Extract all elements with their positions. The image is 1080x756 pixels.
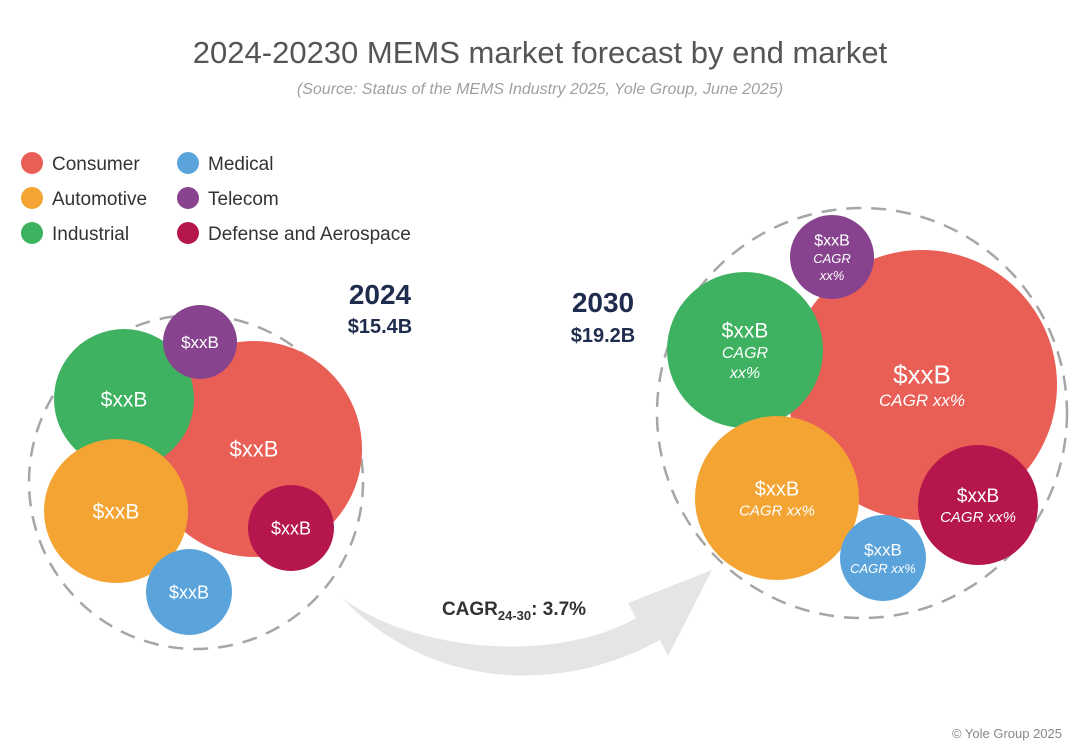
legend-swatch-automotive — [21, 187, 43, 209]
total-2030: $19.2B — [571, 325, 636, 347]
growth-arrow — [342, 570, 712, 676]
bubble-2024-telecom-value: $xxB — [181, 333, 219, 352]
copyright: © Yole Group 2025 — [952, 726, 1062, 741]
bubble-2030-automotive — [695, 416, 859, 580]
bubble-2030-defense-and-aerospace — [918, 445, 1038, 565]
bubble-2030-industrial-cagr-2: xx% — [729, 365, 760, 382]
bubble-2024-industrial — [54, 329, 194, 469]
year-2024: 2024 — [349, 279, 412, 310]
year-2030: 2030 — [572, 287, 634, 318]
legend: Consumer Automotive Industrial Medical Telec… — [21, 152, 411, 245]
bubble-2024-medical — [146, 549, 232, 635]
bubble-2030-industrial — [667, 272, 823, 428]
legend-label-telecom: Telecom — [208, 189, 279, 210]
bubble-2030-defense-and-aerospace-cagr-1: CAGR xx% — [940, 509, 1016, 526]
bubble-2024-medical-value: $xxB — [169, 582, 209, 602]
legend-swatch-defense-and-aerospace — [177, 222, 199, 244]
bubble-2030-defense-and-aerospace-value: $xxB — [957, 486, 999, 507]
legend-label-consumer: Consumer — [52, 154, 140, 175]
bubble-2024-defense-and-aerospace-value: $xxB — [271, 518, 311, 538]
bubble-2024-consumer-value: $xxB — [230, 437, 279, 462]
bubble-2030-consumer-value: $xxB — [893, 360, 951, 390]
bubbles-2024: $xxB $xxB $xxB $xxB $xxB $xxB — [44, 305, 362, 635]
chart-title: 2024-20230 MEMS market forecast by end m… — [193, 35, 888, 70]
bubble-2030-telecom-cagr-1: CAGR — [813, 251, 851, 266]
overall-cagr-label: CAGR24-30: 3.7% — [442, 599, 586, 623]
bubble-2024-automotive — [44, 439, 188, 583]
chart-subtitle: (Source: Status of the MEMS Industry 202… — [297, 81, 783, 98]
legend-swatch-telecom — [177, 187, 199, 209]
outer-circle-2030 — [655, 206, 1069, 620]
bubble-2024-telecom — [163, 305, 237, 379]
total-2024: $15.4B — [348, 316, 413, 338]
legend-label-medical: Medical — [208, 154, 273, 175]
bubble-2030-automotive-value: $xxB — [755, 479, 799, 501]
cagr-subscript: 24-30 — [498, 608, 531, 623]
bubble-2024-automotive-value: $xxB — [93, 500, 140, 523]
bubble-2030-medical-cagr-1: CAGR xx% — [850, 561, 916, 576]
bubble-2030-medical — [840, 515, 926, 601]
bubble-2030-consumer-cagr-1: CAGR xx% — [879, 391, 965, 410]
legend-label-automotive: Automotive — [52, 189, 147, 210]
legend-label-defense-and-aerospace: Defense and Aerospace — [208, 224, 411, 245]
legend-swatch-medical — [177, 152, 199, 174]
cagr-prefix: CAGR — [442, 599, 498, 620]
cagr-suffix: : 3.7% — [531, 599, 586, 620]
legend-label-industrial: Industrial — [52, 224, 129, 245]
bubble-2030-industrial-cagr-1: CAGR — [722, 345, 769, 362]
bubble-2030-medical-value: $xxB — [864, 540, 902, 559]
bubble-2024-defense-and-aerospace — [248, 485, 334, 571]
bubble-2030-automotive-cagr-1: CAGR xx% — [739, 502, 815, 519]
bubble-2030-industrial-value: $xxB — [722, 319, 769, 342]
bubble-2030-telecom — [790, 215, 874, 299]
bubble-2024-industrial-value: $xxB — [101, 388, 148, 411]
legend-swatch-consumer — [21, 152, 43, 174]
bubble-2030-telecom-cagr-2: xx% — [819, 268, 845, 283]
bubble-2030-telecom-value: $xxB — [814, 233, 850, 250]
legend-swatch-industrial — [21, 222, 43, 244]
